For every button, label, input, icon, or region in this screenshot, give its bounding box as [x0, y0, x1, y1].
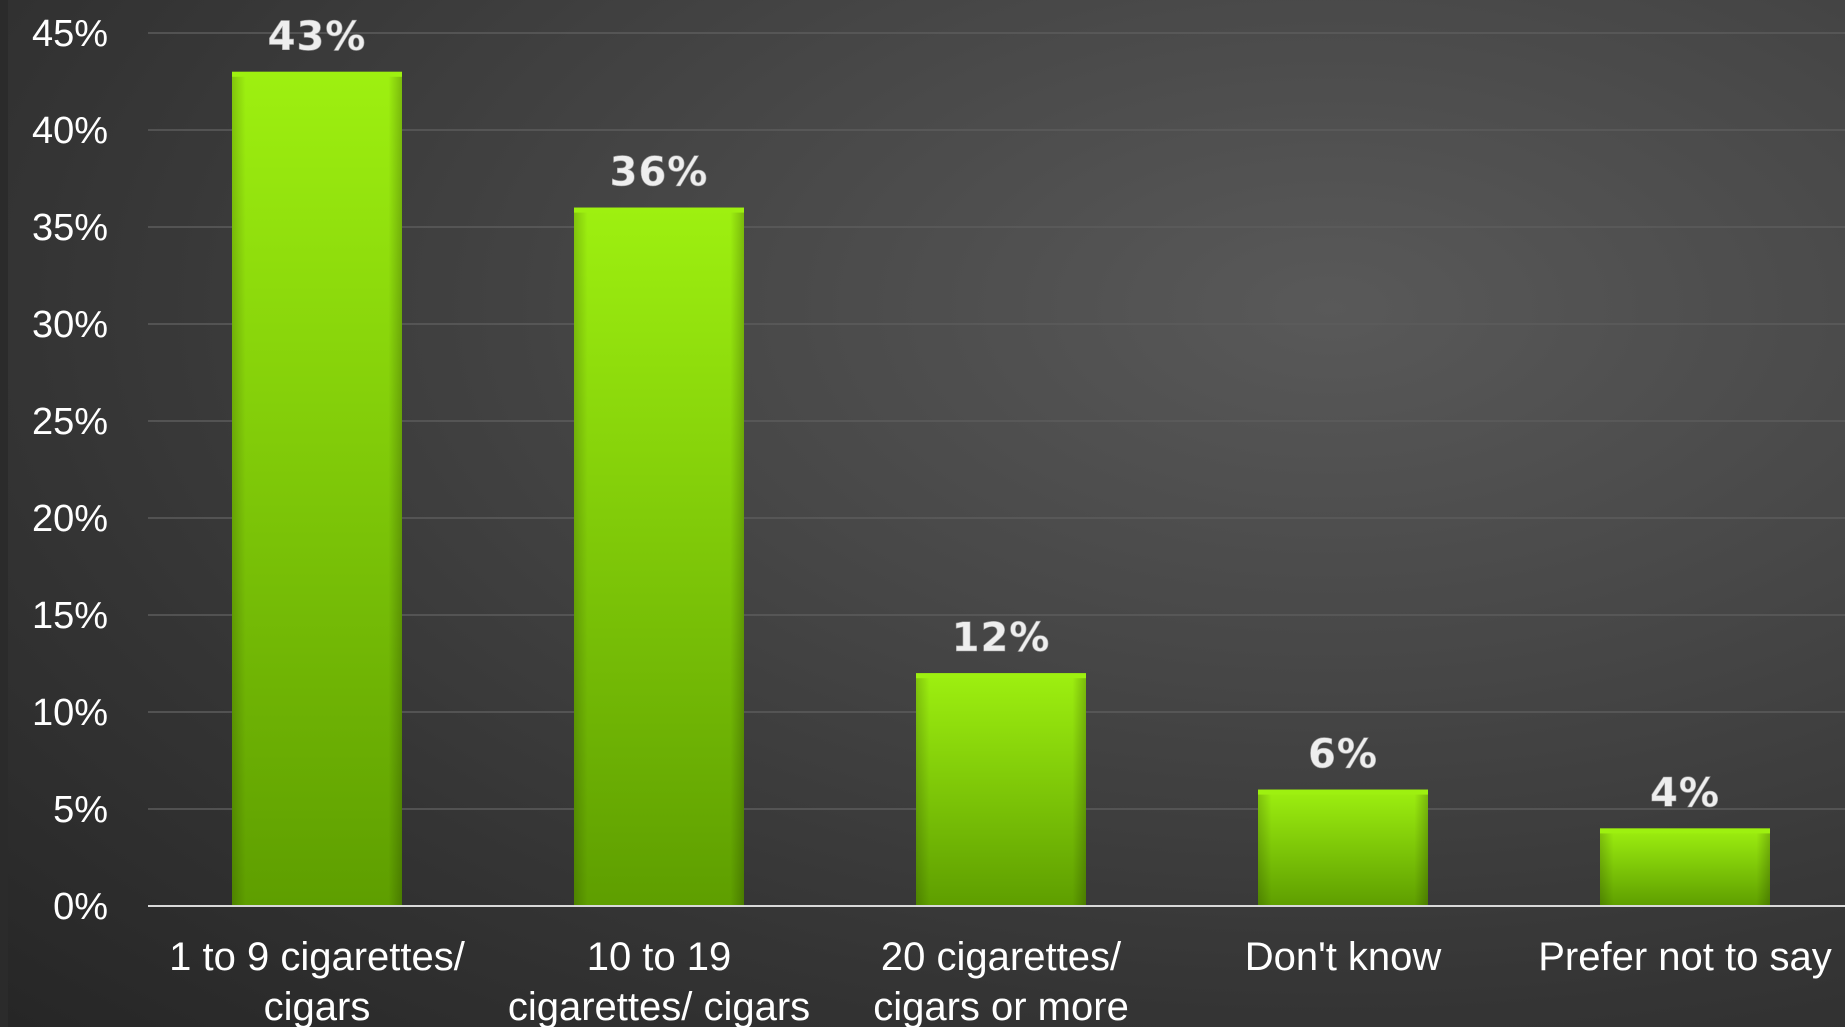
gridlines [148, 32, 1845, 810]
x-axis-category-labels: 1 to 9 cigarettes/cigars 10 to 19 cigarett… [169, 935, 1832, 1027]
bar-shade [916, 673, 1086, 906]
bar [916, 673, 1086, 906]
y-tick-label: 35% [32, 207, 108, 249]
data-label: 36% [610, 150, 709, 196]
y-tick-label: 10% [32, 692, 108, 734]
x-category-label: 1 to 9 cigarettes/ [169, 935, 466, 979]
bar-shade [1258, 789, 1428, 906]
y-tick-label: 45% [32, 13, 108, 55]
x-category-label: cigars or more [873, 985, 1129, 1027]
y-tick-label: 40% [32, 110, 108, 152]
bar-top-bevel [574, 207, 744, 213]
bar-top-bevel [232, 71, 402, 77]
bar-top-bevel [1258, 789, 1428, 795]
data-labels: 43% 36% 12% 6% 4% [267, 13, 1720, 816]
x-category-label: Don't know [1245, 935, 1442, 979]
bar-top-bevel [916, 673, 1086, 679]
bar [232, 71, 402, 907]
bar-shade [574, 207, 744, 907]
x-category-label: 20 cigarettes/ [881, 935, 1122, 979]
y-tick-label: 25% [32, 401, 108, 443]
bar-chart: 0% 5% 10% 15% 20% 25% 30% 35% 40% 45% 43% 36% 12% 6%… [32, 13, 1845, 1027]
x-category-label: Prefer not to say [1538, 935, 1831, 979]
y-tick-label: 30% [32, 304, 108, 346]
data-label: 4% [1650, 770, 1720, 816]
bar-shade [1600, 828, 1770, 906]
y-tick-label: 15% [32, 595, 108, 637]
x-category-label: 10 to 19 [587, 935, 732, 979]
bars [232, 71, 1770, 907]
x-category-label: cigars [264, 985, 371, 1027]
y-tick-label: 0% [53, 886, 108, 928]
data-label: 6% [1308, 732, 1378, 778]
bar-shade [232, 71, 402, 907]
bar [574, 207, 744, 907]
x-category-label: cigarettes/ cigars [508, 985, 810, 1027]
bar-top-bevel [1600, 828, 1770, 834]
data-label: 12% [952, 615, 1051, 661]
y-tick-label: 20% [32, 498, 108, 540]
data-label: 43% [268, 14, 367, 60]
bar [1600, 828, 1770, 906]
y-axis-tick-labels: 0% 5% 10% 15% 20% 25% 30% 35% 40% 45% [32, 13, 108, 928]
y-tick-label: 5% [53, 789, 108, 831]
chart-area: 0% 5% 10% 15% 20% 25% 30% 35% 40% 45% 43% 36% 12% 6%… [8, 0, 1845, 1027]
bar [1258, 789, 1428, 906]
